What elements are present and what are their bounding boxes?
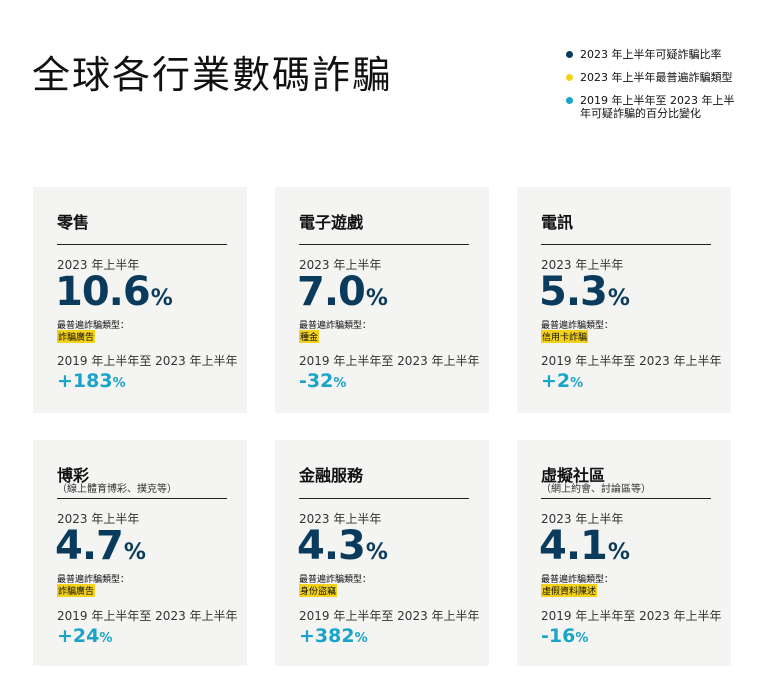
period-label: 2023 年上半年 (57, 258, 140, 272)
industry-card-gambling: 博彩 （線上體育博彩、撲克等） 2023 年上半年 4.7% 最普遍詐騙類型： … (33, 440, 247, 666)
industry-subtitle: （線上體育博彩、撲克等） (57, 484, 177, 495)
range-label: 2019 年上半年至 2023 年上半年 (541, 354, 722, 368)
industry-subtitle: （網上約會、討論區等） (541, 484, 651, 495)
divider (299, 498, 469, 499)
fraud-type-label: 最普遍詐騙類型： (57, 321, 130, 331)
fraud-rate: 4.1% (539, 523, 630, 569)
fraud-rate: 7.0% (297, 269, 388, 315)
period-label: 2023 年上半年 (299, 512, 382, 526)
industry-card-communities: 虛擬社區 （網上約會、討論區等） 2023 年上半年 4.1% 最普遍詐騙類型：… (517, 440, 731, 666)
divider (57, 498, 227, 499)
fraud-change: +2% (541, 370, 584, 392)
legend: 2023 年上半年可疑詐騙比率 2023 年上半年最普遍詐騙類型 2019 年上… (566, 48, 740, 130)
fraud-type-highlight: 詐騙廣告 (57, 584, 96, 597)
industry-name: 電訊 (541, 213, 574, 232)
industry-card-telecom: 電訊 2023 年上半年 5.3% 最普遍詐騙類型： 信用卡詐騙 2019 年上… (517, 187, 731, 413)
fraud-type-highlight: 詐騙廣告 (57, 330, 96, 343)
legend-item-rate: 2023 年上半年可疑詐騙比率 (566, 48, 740, 61)
fraud-type-label: 最普遍詐騙類型： (541, 575, 614, 585)
fraud-change: +183% (57, 370, 126, 392)
industry-name: 電子遊戲 (299, 213, 364, 232)
divider (541, 498, 711, 499)
range-label: 2019 年上半年至 2023 年上半年 (57, 609, 238, 623)
fraud-change: +24% (57, 625, 113, 647)
legend-label: 2019 年上半年至 2023 年上半年可疑詐騙的百分比變化 (580, 94, 735, 120)
legend-label: 2023 年上半年可疑詐騙比率 (580, 48, 722, 61)
fraud-rate: 4.7% (55, 523, 146, 569)
legend-item-type: 2023 年上半年最普遍詐騙類型 (566, 71, 740, 84)
fraud-rate: 5.3% (539, 269, 630, 315)
range-label: 2019 年上半年至 2023 年上半年 (299, 354, 480, 368)
legend-item-change: 2019 年上半年至 2023 年上半年可疑詐騙的百分比變化 (566, 94, 740, 120)
range-label: 2019 年上半年至 2023 年上半年 (299, 609, 480, 623)
legend-dot-blue-icon (566, 97, 573, 104)
divider (541, 244, 711, 245)
fraud-type-highlight: 身份盜竊 (299, 584, 338, 597)
legend-label: 2023 年上半年最普遍詐騙類型 (580, 71, 733, 84)
period-label: 2023 年上半年 (541, 512, 624, 526)
fraud-rate: 4.3% (297, 523, 388, 569)
industry-name: 虛擬社區 (541, 466, 606, 485)
industry-name: 博彩 (57, 466, 90, 485)
period-label: 2023 年上半年 (541, 258, 624, 272)
fraud-rate: 10.6% (55, 269, 173, 315)
legend-dot-navy-icon (566, 51, 573, 58)
period-label: 2023 年上半年 (299, 258, 382, 272)
fraud-type-highlight: 種金 (299, 330, 320, 343)
divider (57, 244, 227, 245)
industry-name: 金融服務 (299, 466, 364, 485)
range-label: 2019 年上半年至 2023 年上半年 (541, 609, 722, 623)
fraud-type-label: 最普遍詐騙類型： (299, 575, 372, 585)
industry-card-retail: 零售 2023 年上半年 10.6% 最普遍詐騙類型： 詐騙廣告 2019 年上… (33, 187, 247, 413)
fraud-type-highlight: 信用卡詐騙 (541, 330, 589, 343)
divider (299, 244, 469, 245)
fraud-type-label: 最普遍詐騙類型： (541, 321, 614, 331)
page-title: 全球各行業數碼詐騙 (32, 53, 393, 97)
industry-card-financial: 金融服務 2023 年上半年 4.3% 最普遍詐騙類型： 身份盜竊 2019 年… (275, 440, 489, 666)
fraud-type-highlight: 虛假資料陳述 (541, 584, 598, 597)
period-label: 2023 年上半年 (57, 512, 140, 526)
industry-name: 零售 (57, 213, 90, 232)
fraud-change: -16% (541, 625, 589, 647)
fraud-type-label: 最普遍詐騙類型： (299, 321, 372, 331)
fraud-change: -32% (299, 370, 347, 392)
legend-dot-yellow-icon (566, 74, 573, 81)
fraud-type-label: 最普遍詐騙類型： (57, 575, 130, 585)
fraud-change: +382% (299, 625, 368, 647)
industry-card-gaming: 電子遊戲 2023 年上半年 7.0% 最普遍詐騙類型： 種金 2019 年上半… (275, 187, 489, 413)
range-label: 2019 年上半年至 2023 年上半年 (57, 354, 238, 368)
